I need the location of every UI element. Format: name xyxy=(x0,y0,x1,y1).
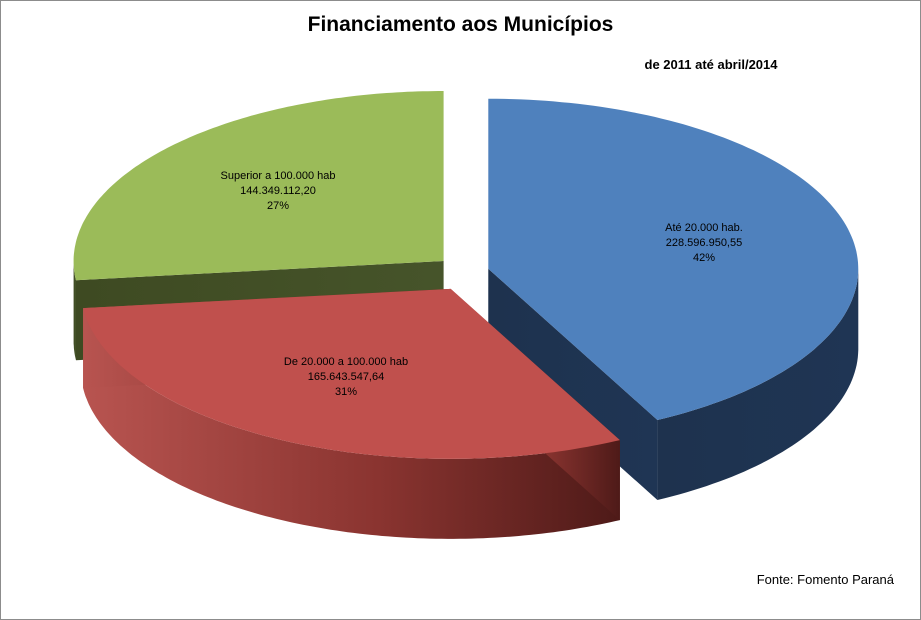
chart-subtitle: de 2011 até abril/2014 xyxy=(644,57,778,72)
slice-ate-20000-percent: 42% xyxy=(693,252,715,264)
slice-ate-20000-top xyxy=(488,98,859,421)
slice-20000-100000-side xyxy=(83,308,620,539)
slice-superior-100000-side xyxy=(73,261,76,361)
slice-ate-20000-label: Até 20.000 hab. xyxy=(665,222,743,234)
slice-superior-100000-percent: 27% xyxy=(267,200,289,212)
slice-20000-100000-percent: 31% xyxy=(335,386,357,398)
slice-20000-100000-label: De 20.000 a 100.000 hab xyxy=(284,356,408,368)
slice-20000-100000 xyxy=(83,288,620,539)
chart-source: Fonte: Fomento Paraná xyxy=(756,572,894,587)
slice-20000-100000-value: 165.643.547,64 xyxy=(308,371,384,383)
slice-superior-100000-label: Superior a 100.000 hab xyxy=(221,170,336,182)
slice-ate-20000-side xyxy=(657,270,859,500)
slice-ate-20000-value: 228.596.950,55 xyxy=(666,237,742,249)
chart-title: Financiamento aos Municípios xyxy=(307,13,614,36)
slice-superior-100000-value: 144.349.112,20 xyxy=(240,185,316,197)
slice-20000-100000-top xyxy=(83,288,620,459)
slice-superior-100000-top xyxy=(73,91,444,281)
